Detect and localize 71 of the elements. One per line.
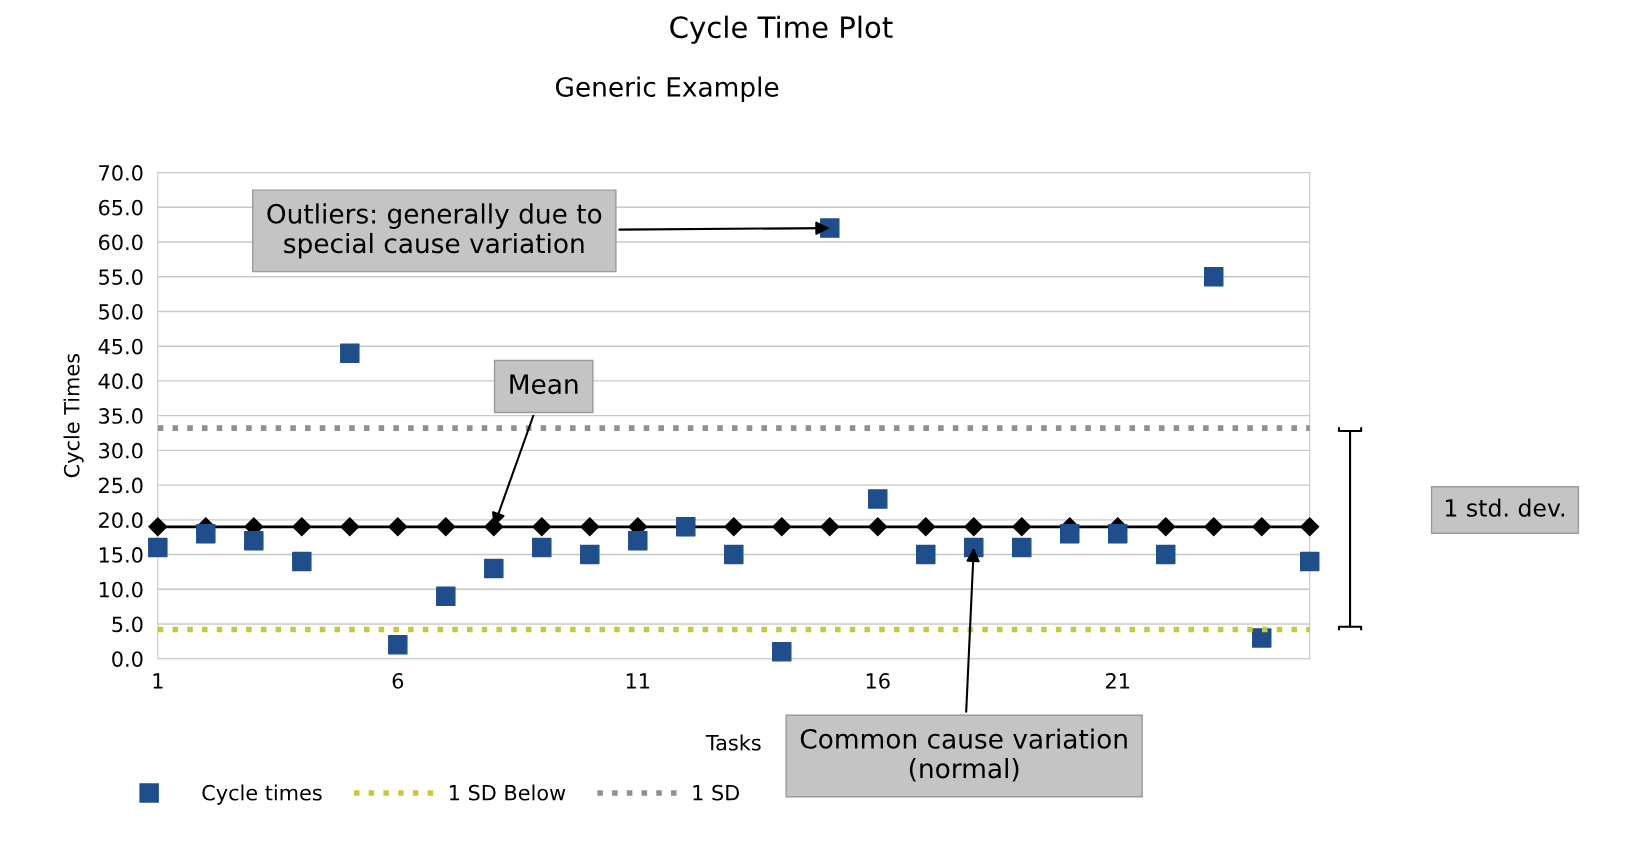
y-tick-label: 10.0 bbox=[99, 581, 143, 598]
point bbox=[148, 517, 168, 537]
y-axis-title: Cycle Times bbox=[63, 353, 84, 478]
point bbox=[1252, 517, 1272, 537]
x-tick-label: 16 bbox=[866, 673, 890, 689]
point bbox=[1299, 551, 1320, 572]
point bbox=[1107, 523, 1128, 544]
point bbox=[532, 537, 552, 558]
y-tick-label: 30.0 bbox=[99, 442, 143, 459]
y-tick-label: 25.0 bbox=[99, 477, 143, 494]
point bbox=[196, 523, 216, 544]
point bbox=[388, 517, 408, 537]
point bbox=[820, 517, 840, 537]
legend-label: Cycle times bbox=[202, 784, 322, 805]
point bbox=[1156, 517, 1176, 537]
point bbox=[628, 530, 648, 551]
text: 1 std. dev. bbox=[1445, 498, 1565, 517]
point bbox=[580, 517, 600, 537]
chart-subtitle: Generic Example bbox=[555, 76, 779, 103]
point bbox=[436, 517, 456, 537]
point bbox=[484, 558, 504, 579]
y-tick-label: 50.0 bbox=[99, 303, 143, 320]
point bbox=[292, 517, 312, 537]
y-tick-label: 20.0 bbox=[99, 512, 143, 529]
chart-title: Cycle Time Plot bbox=[670, 15, 893, 44]
y-tick-label: 5.0 bbox=[112, 616, 143, 633]
legend-label: 1 SD bbox=[693, 784, 740, 801]
point bbox=[148, 537, 168, 558]
x-axis-title: Tasks bbox=[705, 734, 761, 751]
point bbox=[1300, 517, 1320, 537]
y-tick-label: 45.0 bbox=[98, 338, 143, 355]
y-tick-label: 70.0 bbox=[99, 165, 143, 181]
point bbox=[1012, 537, 1032, 558]
point bbox=[724, 544, 744, 565]
point bbox=[1251, 628, 1272, 648]
x-tick-label: 11 bbox=[626, 673, 650, 689]
point bbox=[772, 517, 792, 537]
y-tick-label: 60.0 bbox=[99, 234, 143, 251]
y-tick-label: 65.0 bbox=[99, 199, 143, 216]
point bbox=[724, 517, 744, 537]
legend-label: 1 SD Below bbox=[449, 784, 566, 801]
point bbox=[340, 517, 360, 537]
point bbox=[916, 517, 936, 537]
point bbox=[964, 517, 984, 537]
x-tick-label: 21 bbox=[1106, 673, 1130, 689]
x-tick-label: 1 bbox=[153, 673, 163, 689]
annotation: Outliers: generally due to special cause variation bbox=[267, 203, 602, 259]
y-tick-label: 40.0 bbox=[98, 373, 143, 390]
point bbox=[1155, 544, 1176, 565]
point bbox=[1204, 517, 1224, 537]
annotation: Common cause variation (normal) bbox=[800, 728, 1127, 782]
annotation: Mean bbox=[510, 374, 578, 395]
point bbox=[868, 517, 888, 537]
y-tick-label: 35.0 bbox=[99, 408, 143, 424]
point bbox=[772, 642, 792, 662]
y-tick-label: 15.0 bbox=[99, 547, 143, 563]
point bbox=[1203, 266, 1224, 287]
y-tick-label: 55.0 bbox=[99, 269, 143, 285]
point bbox=[436, 586, 456, 606]
x-tick-label: 6 bbox=[392, 673, 404, 689]
point bbox=[292, 551, 312, 572]
point bbox=[1012, 517, 1032, 537]
point bbox=[580, 544, 600, 565]
point bbox=[388, 635, 408, 655]
point bbox=[1060, 523, 1080, 544]
y-tick-label: 0.0 bbox=[112, 651, 143, 667]
point bbox=[868, 489, 888, 509]
point bbox=[916, 544, 936, 565]
point bbox=[244, 530, 264, 551]
point bbox=[340, 343, 360, 363]
point bbox=[532, 517, 552, 537]
